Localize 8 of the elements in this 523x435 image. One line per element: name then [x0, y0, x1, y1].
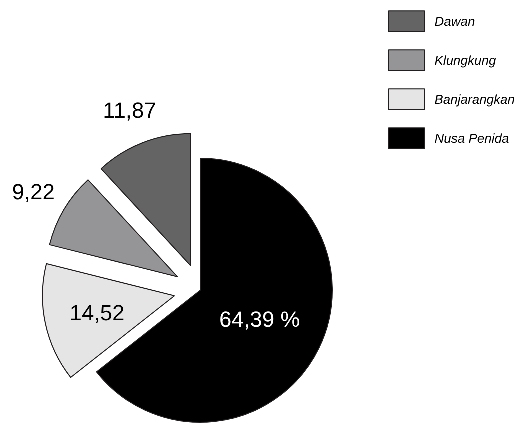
data-label: 9,22 [12, 180, 56, 205]
legend-label: Banjarangkan [434, 92, 515, 106]
data-label: 11,87 [103, 98, 157, 123]
legend-label: Klungkung [434, 52, 496, 68]
legend-label: Dawan [434, 14, 476, 28]
data-label: 64,39 % [220, 306, 300, 332]
data-label: 14,52 [70, 300, 125, 326]
legend-label: Nusa Penida [434, 130, 510, 146]
